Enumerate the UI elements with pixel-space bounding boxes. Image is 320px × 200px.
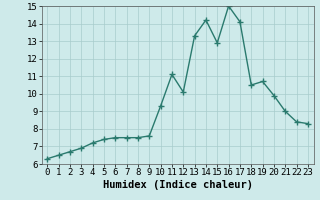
X-axis label: Humidex (Indice chaleur): Humidex (Indice chaleur) [103, 180, 252, 190]
